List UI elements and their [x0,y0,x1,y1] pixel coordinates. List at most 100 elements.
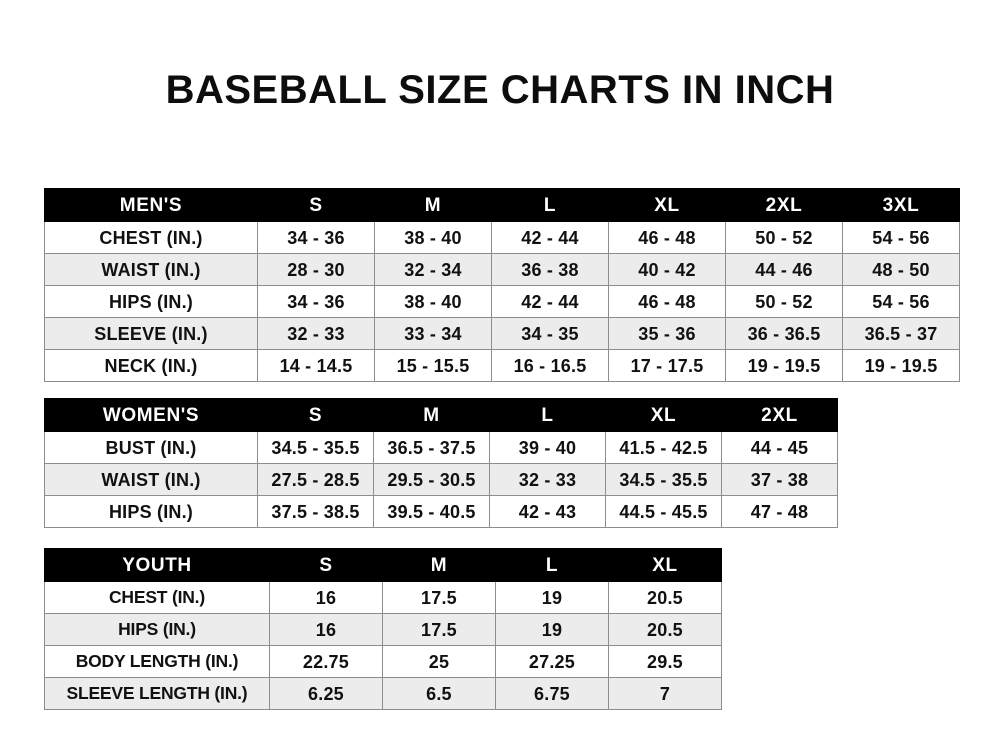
youth-cell: 16 [268,581,383,614]
youth-table-body: CHEST (IN.) 16 17.5 19 20.5 HIPS (IN.) 16 17.5 1… [44,581,723,710]
mens-cell: 35 - 36 [608,317,726,350]
mens-row-label: SLEEVE (IN.) [44,317,258,350]
mens-corner-label: MEN'S [44,188,258,222]
youth-cell: 7 [607,677,723,710]
youth-row-label: BODY LENGTH (IN.) [44,645,270,678]
mens-table-body: CHEST (IN.) 34 - 36 38 - 40 42 - 44 46 - 48 5… [44,221,960,382]
table-row: WAIST (IN.) 28 - 30 32 - 34 36 - 38 40 - 42 4… [44,253,960,286]
mens-cell: 33 - 34 [374,317,492,350]
youth-cell: 27.25 [494,645,609,678]
mens-cell: 14 - 14.5 [257,349,375,382]
youth-cell: 17.5 [381,613,496,646]
womens-cell: 39 - 40 [489,431,606,464]
mens-row-label: NECK (IN.) [44,349,258,382]
mens-column-header-l: L [491,188,609,222]
womens-cell: 37.5 - 38.5 [257,495,374,528]
table-row: SLEEVE LENGTH (IN.) 6.25 6.5 6.75 7 [44,677,723,710]
mens-cell: 28 - 30 [257,253,375,286]
mens-cell: 34 - 36 [257,221,375,254]
mens-row-label: WAIST (IN.) [44,253,258,286]
youth-cell: 6.5 [381,677,496,710]
womens-cell: 47 - 48 [721,495,838,528]
mens-header-row: MEN'S S M L XL 2XL 3XL [44,188,960,222]
table-row: HIPS (IN.) 37.5 - 38.5 39.5 - 40.5 42 - 43 4… [44,495,838,528]
table-row: CHEST (IN.) 34 - 36 38 - 40 42 - 44 46 - 48 5… [44,221,960,254]
mens-column-header-2xl: 2XL [725,188,843,222]
mens-column-header-s: S [257,188,375,222]
mens-cell: 34 - 36 [257,285,375,318]
womens-row-label: HIPS (IN.) [44,495,258,528]
youth-table: YOUTH S M L XL CHEST (IN.) 16 17.5 19 20.5 HIPS (… [44,548,723,710]
mens-cell: 19 - 19.5 [842,349,960,382]
womens-table-body: BUST (IN.) 34.5 - 35.5 36.5 - 37.5 39 - 40 4… [44,431,838,528]
mens-table: MEN'S S M L XL 2XL 3XL CHEST (IN.) 34 - 36 38 - … [44,188,960,382]
mens-cell: 32 - 33 [257,317,375,350]
womens-column-header-xl: XL [605,398,722,432]
womens-cell: 42 - 43 [489,495,606,528]
mens-cell: 54 - 56 [842,285,960,318]
mens-cell: 54 - 56 [842,221,960,254]
mens-cell: 34 - 35 [491,317,609,350]
womens-column-header-s: S [257,398,374,432]
table-row: SLEEVE (IN.) 32 - 33 33 - 34 34 - 35 35 - 36… [44,317,960,350]
table-row: CHEST (IN.) 16 17.5 19 20.5 [44,581,723,614]
mens-size-chart: MEN'S S M L XL 2XL 3XL CHEST (IN.) 34 - 36 38 - … [44,188,960,382]
youth-cell: 29.5 [607,645,723,678]
mens-cell: 50 - 52 [725,285,843,318]
youth-column-header-xl: XL [607,548,723,582]
mens-cell: 17 - 17.5 [608,349,726,382]
womens-cell: 44.5 - 45.5 [605,495,722,528]
womens-cell: 44 - 45 [721,431,838,464]
mens-cell: 48 - 50 [842,253,960,286]
womens-cell: 34.5 - 35.5 [257,431,374,464]
mens-row-label: CHEST (IN.) [44,221,258,254]
mens-cell: 46 - 48 [608,285,726,318]
womens-row-label: WAIST (IN.) [44,463,258,496]
table-row: BUST (IN.) 34.5 - 35.5 36.5 - 37.5 39 - 40 4… [44,431,838,464]
youth-cell: 16 [268,613,383,646]
mens-cell: 42 - 44 [491,221,609,254]
youth-size-chart: YOUTH S M L XL CHEST (IN.) 16 17.5 19 20.5 HIPS (… [44,548,723,710]
mens-cell: 42 - 44 [491,285,609,318]
youth-row-label: SLEEVE LENGTH (IN.) [44,677,270,710]
womens-cell: 29.5 - 30.5 [373,463,490,496]
youth-corner-label: YOUTH [44,548,270,582]
youth-cell: 6.75 [494,677,609,710]
mens-column-header-xl: XL [608,188,726,222]
mens-cell: 38 - 40 [374,221,492,254]
womens-column-header-l: L [489,398,606,432]
womens-cell: 41.5 - 42.5 [605,431,722,464]
mens-cell: 36 - 36.5 [725,317,843,350]
mens-cell: 40 - 42 [608,253,726,286]
mens-cell: 44 - 46 [725,253,843,286]
womens-header-row: WOMEN'S S M L XL 2XL [44,398,838,432]
womens-cell: 36.5 - 37.5 [373,431,490,464]
womens-size-chart: WOMEN'S S M L XL 2XL BUST (IN.) 34.5 - 35.5 36.… [44,398,838,528]
table-row: HIPS (IN.) 16 17.5 19 20.5 [44,613,723,646]
womens-cell: 34.5 - 35.5 [605,463,722,496]
mens-cell: 38 - 40 [374,285,492,318]
mens-cell: 36 - 38 [491,253,609,286]
mens-cell: 15 - 15.5 [374,349,492,382]
womens-column-header-2xl: 2XL [721,398,838,432]
youth-cell: 25 [381,645,496,678]
womens-cell: 32 - 33 [489,463,606,496]
table-row: WAIST (IN.) 27.5 - 28.5 29.5 - 30.5 32 - 33… [44,463,838,496]
youth-cell: 6.25 [268,677,383,710]
womens-table-header: WOMEN'S S M L XL 2XL [44,398,838,432]
mens-row-label: HIPS (IN.) [44,285,258,318]
youth-row-label: CHEST (IN.) [44,581,270,614]
mens-cell: 19 - 19.5 [725,349,843,382]
youth-column-header-s: S [268,548,383,582]
table-row: NECK (IN.) 14 - 14.5 15 - 15.5 16 - 16.5 17 … [44,349,960,382]
page-title: BASEBALL SIZE CHARTS IN INCH [165,68,835,112]
youth-table-header: YOUTH S M L XL [44,548,723,582]
youth-column-header-m: M [381,548,496,582]
womens-table: WOMEN'S S M L XL 2XL BUST (IN.) 34.5 - 35.5 36.… [44,398,838,528]
mens-cell: 32 - 34 [374,253,492,286]
mens-column-header-m: M [374,188,492,222]
table-row: HIPS (IN.) 34 - 36 38 - 40 42 - 44 46 - 48 50… [44,285,960,318]
youth-header-row: YOUTH S M L XL [44,548,723,582]
youth-cell: 20.5 [607,613,723,646]
